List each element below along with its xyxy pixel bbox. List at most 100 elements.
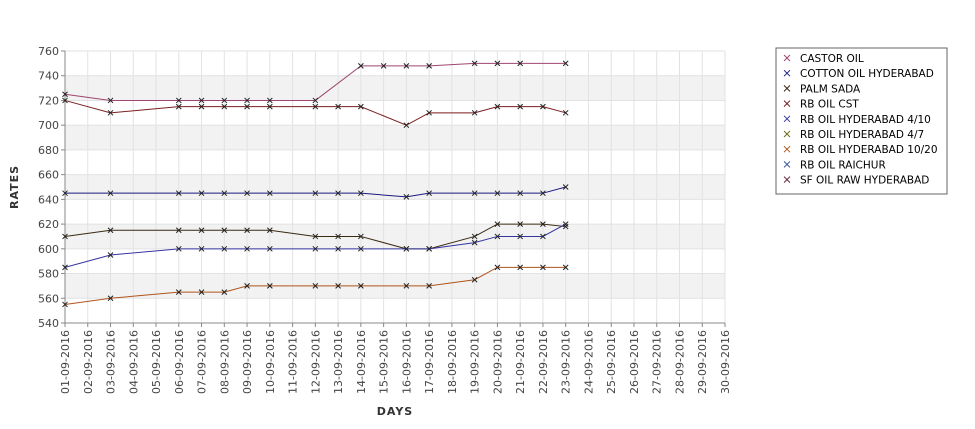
data-point <box>358 245 364 252</box>
data-point <box>426 283 432 289</box>
plot-band <box>65 224 725 249</box>
x-tick-label: 30-09-2016 <box>719 330 732 394</box>
x-tick-label: 13-09-2016 <box>332 330 345 394</box>
data-point <box>335 103 341 110</box>
legend-item-label: PALM SADA <box>800 83 861 95</box>
data-point <box>494 264 501 271</box>
data-point <box>198 103 205 110</box>
data-point <box>517 264 524 271</box>
x-tick-label: 12-09-2016 <box>309 330 322 394</box>
data-point <box>494 221 501 227</box>
data-point <box>266 283 273 289</box>
data-point <box>221 103 228 110</box>
data-point <box>403 194 410 200</box>
legend-marker <box>783 69 791 77</box>
x-tick-label: 03-09-2016 <box>105 330 118 394</box>
data-point <box>426 190 432 197</box>
x-tick-label: 09-09-2016 <box>241 330 254 394</box>
data-point <box>62 301 68 308</box>
data-point <box>358 233 364 240</box>
y-tick-label: 560 <box>38 292 59 305</box>
x-tick-label: 16-09-2016 <box>400 330 413 394</box>
data-point <box>244 245 250 252</box>
data-point <box>540 103 546 110</box>
legend-item-label: RB OIL HYDERABAD 10/20 <box>800 144 938 156</box>
data-point <box>107 227 114 234</box>
x-tick-label: 04-09-2016 <box>127 330 140 394</box>
legend-item-label: SF OIL RAW HYDERABAD <box>800 175 929 187</box>
data-point <box>244 97 250 104</box>
x-tick-label: 18-09-2016 <box>446 330 459 394</box>
data-point <box>426 62 432 69</box>
y-axis-title: RATES <box>8 165 21 209</box>
series-6 <box>62 264 569 308</box>
data-point <box>62 91 68 98</box>
data-point <box>426 109 432 116</box>
y-tick-label: 740 <box>38 70 59 83</box>
series-4 <box>62 221 569 271</box>
plot-band <box>65 75 725 101</box>
data-point <box>540 190 546 197</box>
data-point <box>335 283 341 289</box>
legend-marker <box>783 130 791 138</box>
data-point <box>562 60 569 67</box>
x-tick-label: 19-09-2016 <box>469 330 482 394</box>
data-point <box>335 245 341 252</box>
series-3 <box>62 97 569 129</box>
x-tick-label: 22-09-2016 <box>537 330 550 394</box>
y-tick-label: 600 <box>38 243 59 256</box>
data-point <box>403 283 410 289</box>
y-tick-label: 580 <box>38 268 59 281</box>
data-point <box>198 97 205 104</box>
data-point <box>107 252 114 258</box>
legend-item-label: CASTOR OIL <box>800 53 864 65</box>
plot-band <box>65 125 725 150</box>
data-point <box>562 184 569 190</box>
data-point <box>107 295 114 302</box>
x-tick-label: 23-09-2016 <box>560 330 573 394</box>
x-tick-label: 26-09-2016 <box>628 330 641 394</box>
data-point <box>175 103 182 110</box>
legend-marker <box>783 115 791 123</box>
data-point <box>562 109 569 116</box>
data-point <box>358 283 364 289</box>
data-point <box>312 190 319 197</box>
data-point <box>107 109 114 116</box>
data-point <box>198 190 205 197</box>
data-point <box>221 227 228 234</box>
legend-marker <box>783 85 791 92</box>
x-tick-label: 27-09-2016 <box>651 330 664 394</box>
x-axis-title: DAYS <box>377 405 413 418</box>
legend-item-label: COTTON OIL HYDERABAD <box>800 68 934 80</box>
data-point <box>266 103 273 110</box>
data-point <box>62 190 68 197</box>
legend: CASTOR OIL COTTON OIL HYDERABAD PALM SADA R… <box>775 47 948 195</box>
x-tick-label: 02-09-2016 <box>82 330 95 394</box>
data-point <box>426 245 432 252</box>
legend-marker <box>783 54 791 62</box>
data-point <box>494 103 501 110</box>
data-point <box>175 227 182 234</box>
data-point <box>494 190 501 197</box>
data-point <box>244 227 250 234</box>
x-tick-label: 15-09-2016 <box>378 330 391 394</box>
data-point <box>107 190 114 197</box>
y-tick-label: 640 <box>38 193 59 206</box>
plot-band <box>65 174 725 200</box>
data-point <box>62 264 68 271</box>
data-point <box>198 289 205 295</box>
data-point <box>175 97 182 104</box>
data-point <box>471 233 478 240</box>
data-point <box>266 245 273 252</box>
y-tick-label: 660 <box>38 169 59 182</box>
data-point <box>471 239 478 246</box>
legend-marker <box>783 145 791 153</box>
x-tick-label: 01-09-2016 <box>59 330 72 394</box>
data-point <box>312 97 319 104</box>
data-point <box>403 245 410 252</box>
grid-lines <box>64 50 726 324</box>
data-point <box>244 283 250 289</box>
data-point <box>62 233 68 240</box>
series-1 <box>62 184 569 200</box>
